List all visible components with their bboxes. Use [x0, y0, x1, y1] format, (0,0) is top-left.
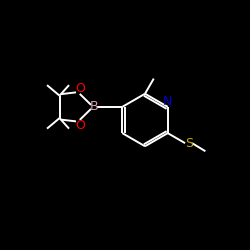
Text: O: O	[75, 119, 85, 132]
Text: O: O	[75, 82, 85, 94]
Text: B: B	[90, 100, 98, 114]
Text: S: S	[186, 136, 194, 149]
Text: N: N	[163, 95, 172, 108]
